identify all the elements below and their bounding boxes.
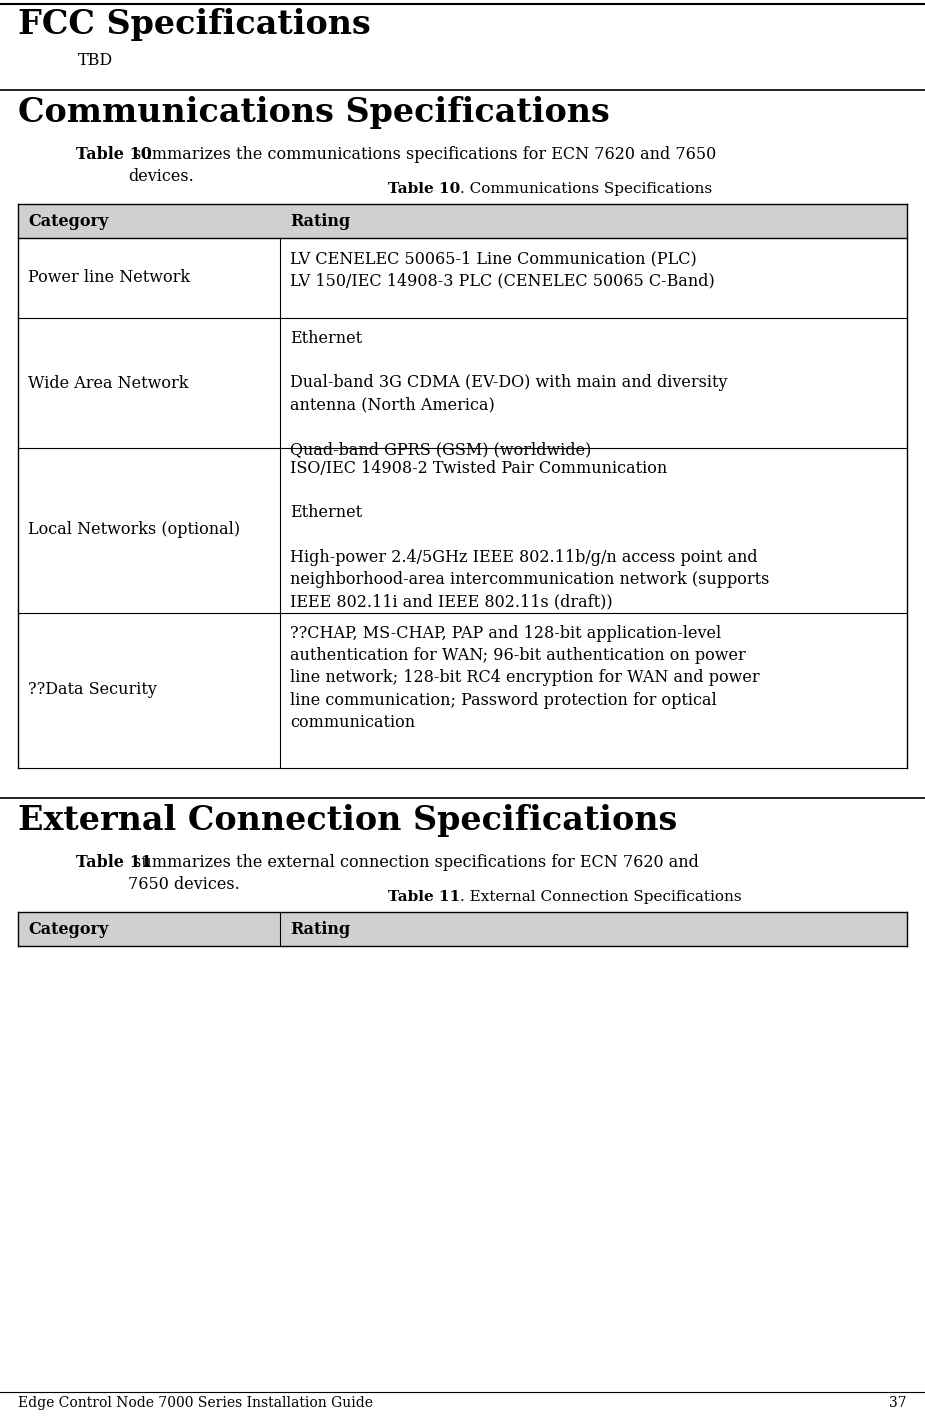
Text: Ethernet

Dual-band 3G CDMA (EV-DO) with main and diversity
antenna (North Ameri: Ethernet Dual-band 3G CDMA (EV-DO) with … xyxy=(290,330,727,459)
Text: summarizes the external connection specifications for ECN 7620 and
7650 devices.: summarizes the external connection speci… xyxy=(128,854,699,893)
Text: ??CHAP, MS-CHAP, PAP and 128-bit application-level
authentication for WAN; 96-bi: ??CHAP, MS-CHAP, PAP and 128-bit applica… xyxy=(290,625,759,731)
Text: Rating: Rating xyxy=(290,921,351,938)
Text: Table 11: Table 11 xyxy=(388,890,460,904)
Text: . Communications Specifications: . Communications Specifications xyxy=(460,182,712,197)
Text: 37: 37 xyxy=(889,1396,907,1410)
Text: Rating: Rating xyxy=(290,214,351,231)
Text: External Connection Specifications: External Connection Specifications xyxy=(18,805,677,837)
Text: Table 10: Table 10 xyxy=(76,147,152,162)
Text: Power line Network: Power line Network xyxy=(28,269,191,286)
Text: summarizes the communications specifications for ECN 7620 and 7650
devices.: summarizes the communications specificat… xyxy=(128,147,716,185)
Text: Category: Category xyxy=(28,214,108,231)
Text: Local Networks (optional): Local Networks (optional) xyxy=(28,521,240,538)
Text: Edge Control Node 7000 Series Installation Guide: Edge Control Node 7000 Series Installati… xyxy=(18,1396,373,1410)
Text: Communications Specifications: Communications Specifications xyxy=(18,95,610,130)
Text: Table 11: Table 11 xyxy=(76,854,152,871)
Text: . External Connection Specifications: . External Connection Specifications xyxy=(460,890,742,904)
Text: FCC Specifications: FCC Specifications xyxy=(18,9,371,41)
Text: Category: Category xyxy=(28,921,108,938)
Bar xyxy=(18,911,907,946)
Bar xyxy=(18,204,907,238)
Text: ISO/IEC 14908-2 Twisted Pair Communication

Ethernet

High-power 2.4/5GHz IEEE 8: ISO/IEC 14908-2 Twisted Pair Communicati… xyxy=(290,460,770,611)
Text: Wide Area Network: Wide Area Network xyxy=(28,375,189,392)
Text: Table 10: Table 10 xyxy=(388,182,460,197)
Text: ??Data Security: ??Data Security xyxy=(28,682,157,699)
Text: TBD: TBD xyxy=(78,53,113,68)
Text: LV CENELEC 50065-1 Line Communication (PLC)
LV 150/IEC 14908-3 PLC (CENELEC 5006: LV CENELEC 50065-1 Line Communication (P… xyxy=(290,251,715,289)
